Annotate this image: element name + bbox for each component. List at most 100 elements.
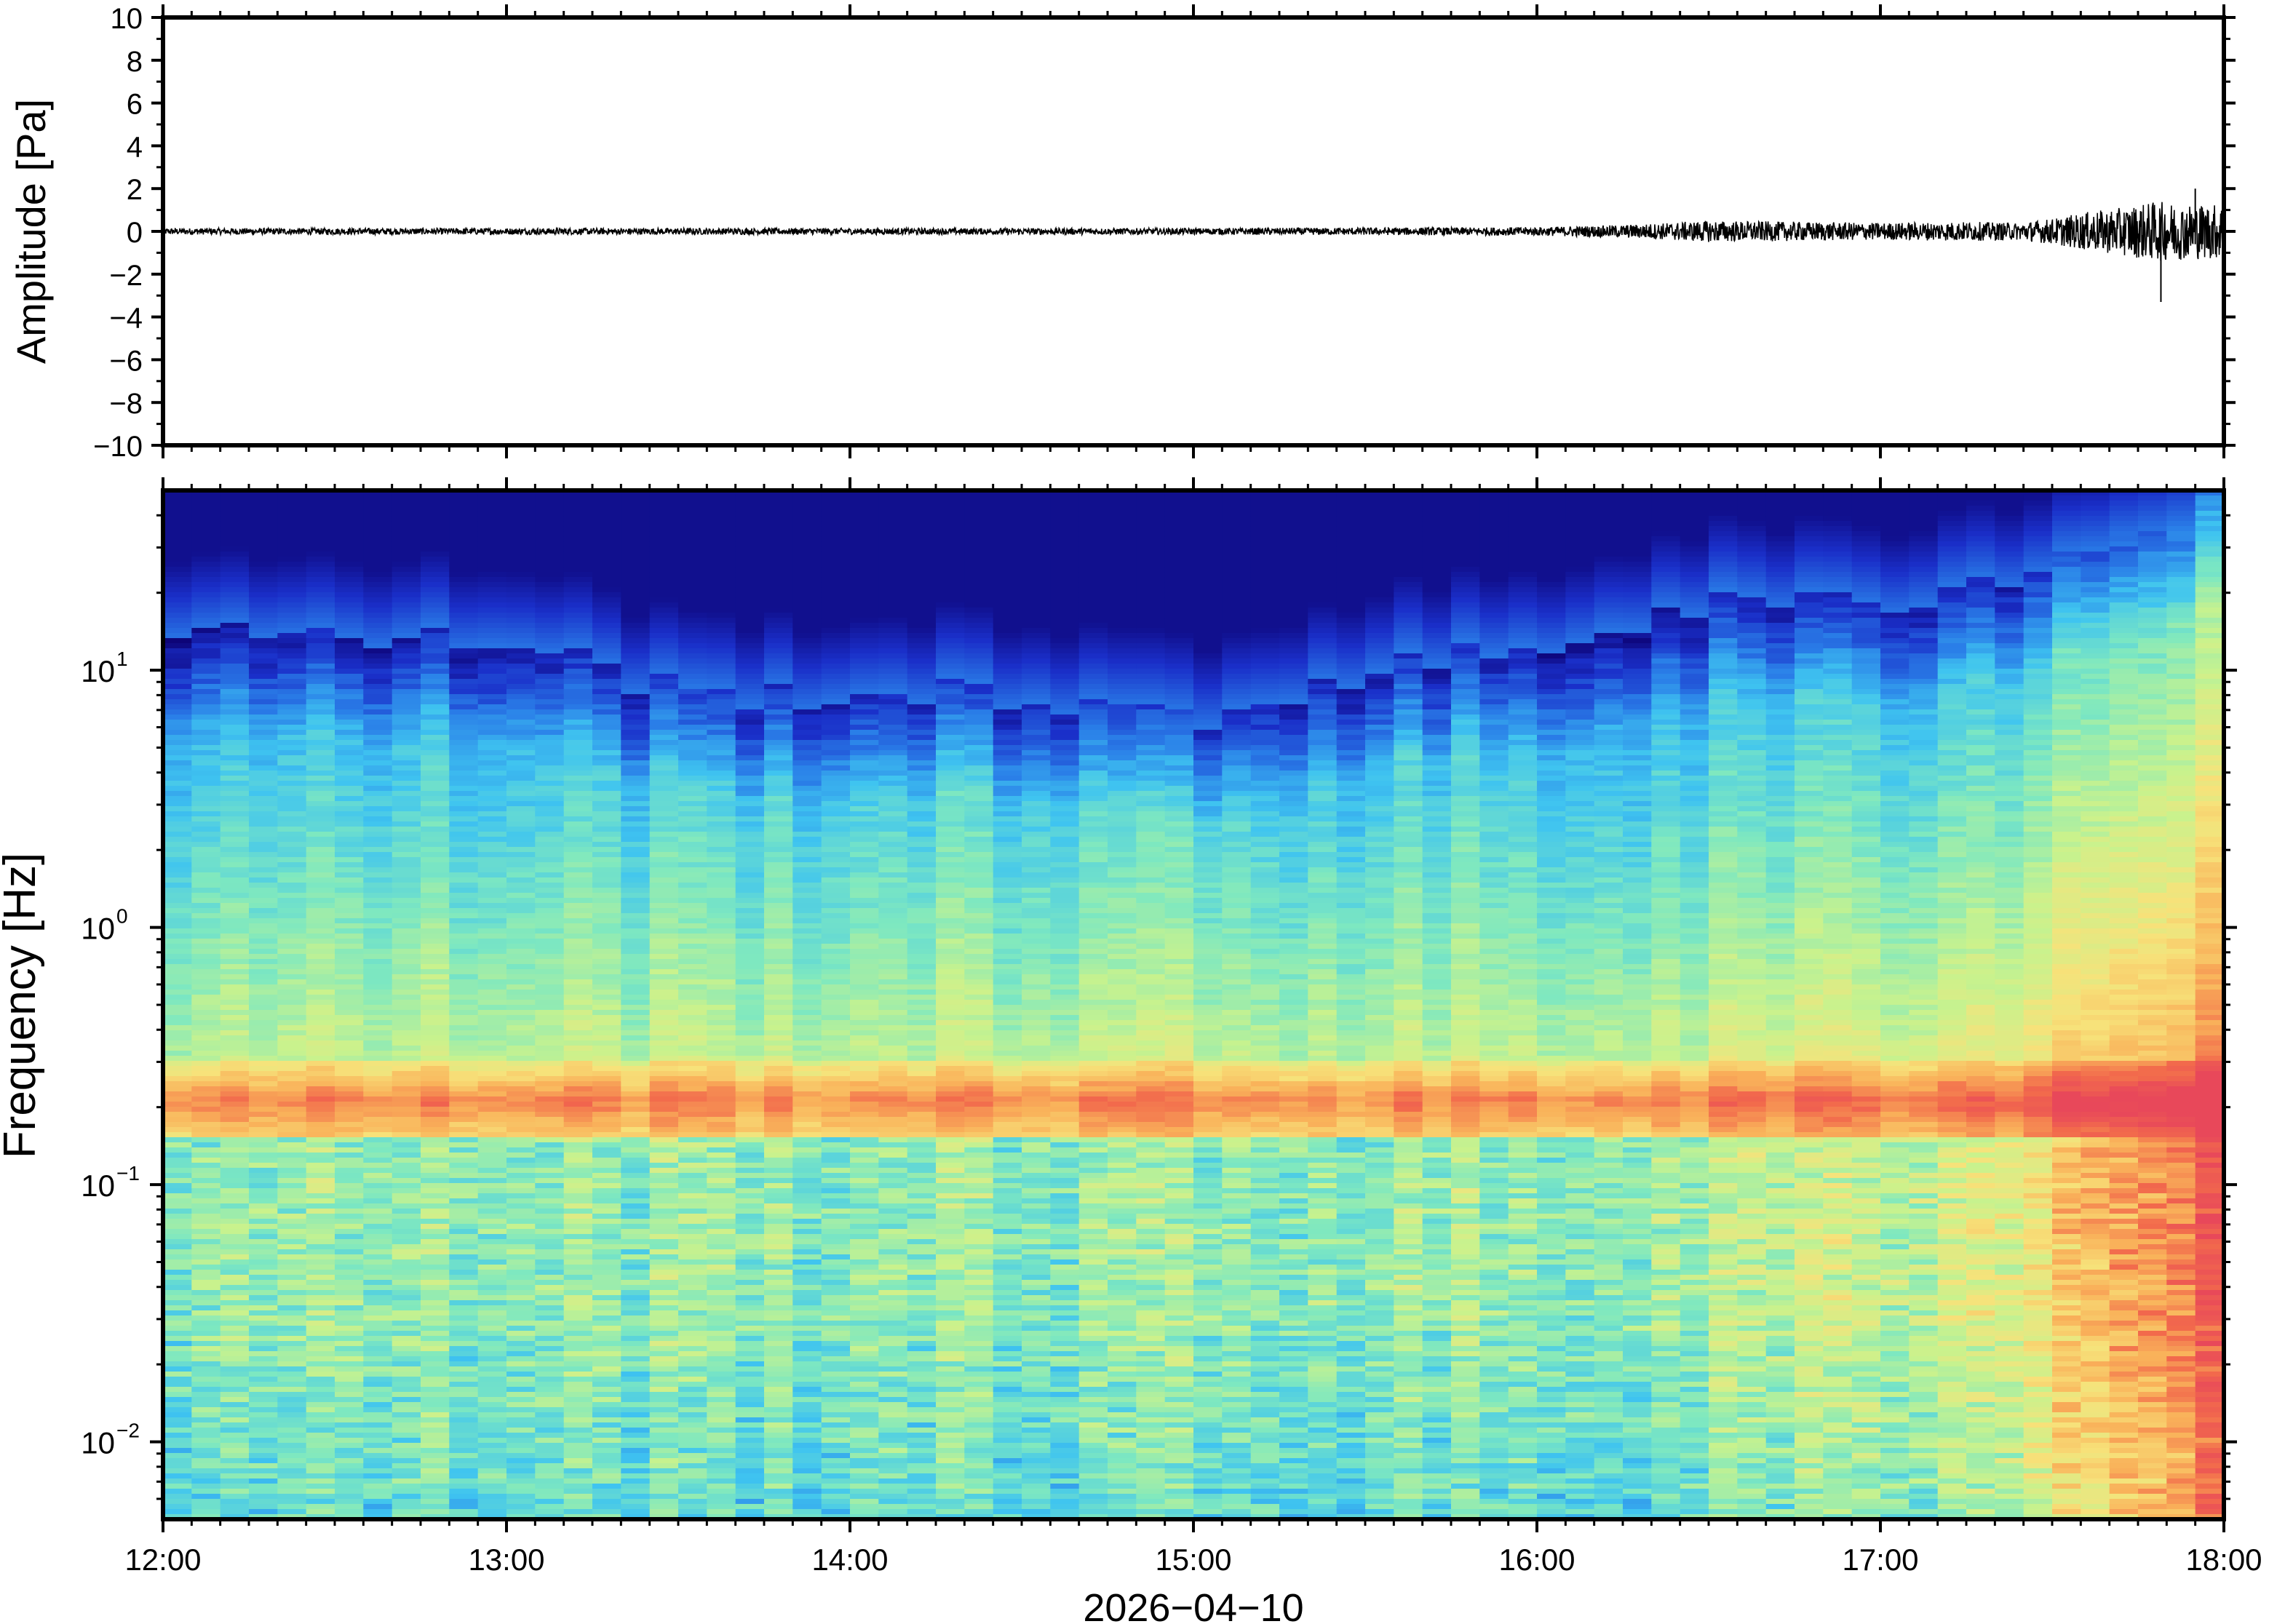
- spectrogram-cell: [191, 995, 221, 1000]
- spectrogram-cell: [220, 1010, 250, 1016]
- spectrogram-cell: [678, 964, 707, 970]
- spectrogram-cell: [563, 1280, 593, 1286]
- spectrogram-cell: [163, 1198, 192, 1204]
- spectrogram-cell: [563, 501, 593, 506]
- spectrogram-cell: [477, 877, 507, 883]
- spectrogram-cell: [592, 1193, 621, 1199]
- spectrogram-cell: [163, 1030, 192, 1036]
- spectrogram-cell: [506, 511, 536, 517]
- spectrogram-cell: [563, 862, 593, 868]
- spectrogram-cell: [277, 883, 307, 888]
- spectrogram-cell: [421, 1214, 450, 1219]
- spectrogram-cell: [707, 1275, 736, 1281]
- spectrogram-cell: [220, 526, 250, 532]
- spectrogram-cell: [563, 898, 593, 904]
- spectrogram-cell: [306, 648, 335, 654]
- spectrogram-cell: [277, 1422, 307, 1428]
- spectrogram-cell: [421, 674, 450, 680]
- spectrogram-cell: [163, 1163, 192, 1169]
- spectrogram-cell: [277, 1219, 307, 1225]
- spectrogram-cell: [220, 694, 250, 700]
- spectrogram-cell: [477, 1489, 507, 1494]
- spectrogram-cell: [563, 1397, 593, 1403]
- spectrogram-cell: [821, 536, 851, 542]
- spectrogram-cell: [563, 1046, 593, 1051]
- spectrogram-cell: [506, 592, 536, 598]
- spectrogram-cell: [821, 1005, 851, 1011]
- spectrogram-cell: [306, 954, 335, 960]
- spectrogram-cell: [621, 862, 651, 868]
- spectrogram-cell: [535, 781, 565, 787]
- spectrogram-cell: [735, 1224, 765, 1230]
- spectrogram-cell: [792, 1198, 822, 1204]
- spectrogram-cell: [392, 1478, 421, 1484]
- spectrogram-cell: [764, 1040, 793, 1046]
- spectrogram-cell: [392, 1056, 421, 1062]
- spectrogram-cell: [392, 577, 421, 583]
- spectrogram-cell: [220, 495, 250, 501]
- spectrogram-cell: [163, 1300, 192, 1306]
- spectrogram-cell: [249, 1183, 278, 1189]
- spectrogram-cell: [277, 506, 307, 512]
- spectrogram-cell: [449, 1504, 479, 1510]
- spectrogram-cell: [335, 1494, 364, 1500]
- spectrogram-cell: [535, 1122, 565, 1128]
- spectrogram-cell: [592, 1137, 621, 1143]
- spectrogram-cell: [392, 1514, 421, 1519]
- spectrogram-cell: [506, 811, 536, 817]
- spectrogram-cell: [306, 546, 335, 552]
- spectrogram-cell: [249, 572, 278, 578]
- spectrogram-cell: [563, 557, 593, 562]
- spectrogram-cell: [163, 1015, 192, 1021]
- spectrogram-cell: [392, 781, 421, 787]
- spectrogram-cell: [821, 852, 851, 858]
- spectrogram-cell: [449, 918, 479, 924]
- spectrogram-cell: [191, 1005, 221, 1011]
- spectrogram-cell: [477, 1285, 507, 1291]
- spectrogram-cell: [678, 669, 707, 674]
- spectrogram-cell: [220, 827, 250, 832]
- spectrogram-cell: [220, 623, 250, 629]
- spectrogram-cell: [363, 1265, 393, 1270]
- spectrogram-cell: [649, 898, 679, 904]
- spectrogram-cell: [306, 903, 335, 909]
- spectrogram-cell: [477, 1346, 507, 1352]
- spectrogram-cell: [792, 847, 822, 853]
- spectrogram-cell: [535, 990, 565, 995]
- spectrogram-cell: [621, 1040, 651, 1046]
- spectrogram-cell: [649, 1341, 679, 1347]
- spectrogram-cell: [363, 536, 393, 542]
- spectrogram-cell: [535, 984, 565, 990]
- spectrogram-cell: [335, 944, 364, 950]
- spectrogram-cell: [592, 1428, 621, 1433]
- spectrogram-cell: [821, 806, 851, 812]
- spectrogram-cell: [707, 715, 736, 720]
- spectrogram-cell: [649, 628, 679, 634]
- spectrogram-cell: [506, 1428, 536, 1433]
- spectrogram-cell: [163, 1351, 192, 1357]
- spectrogram-cell: [421, 867, 450, 873]
- spectrogram-cell: [306, 1081, 335, 1087]
- spectrogram-cell: [220, 1112, 250, 1118]
- spectrogram-cell: [306, 832, 335, 837]
- spectrogram-cell: [335, 806, 364, 812]
- spectrogram-cell: [306, 1158, 335, 1163]
- spectrogram-cell: [191, 1346, 221, 1352]
- spectrogram-cell: [792, 1147, 822, 1153]
- spectrogram-cell: [678, 628, 707, 634]
- spectrogram-cell: [563, 923, 593, 929]
- spectrogram-cell: [306, 755, 335, 761]
- spectrogram-cell: [592, 643, 621, 649]
- spectrogram-cell: [707, 1066, 736, 1072]
- spectrogram-cell: [506, 862, 536, 868]
- spectrogram-cell: [621, 679, 651, 685]
- spectrogram-cell: [792, 1285, 822, 1291]
- spectrogram-cell: [621, 1122, 651, 1128]
- spectrogram-cell: [249, 796, 278, 802]
- spectrogram-cell: [707, 1234, 736, 1240]
- spectrogram-cell: [506, 562, 536, 568]
- spectrogram-cell: [535, 1224, 565, 1230]
- spectrogram-cell: [764, 562, 793, 568]
- spectrogram-cell: [163, 1259, 192, 1265]
- spectrogram-cell: [735, 1081, 765, 1087]
